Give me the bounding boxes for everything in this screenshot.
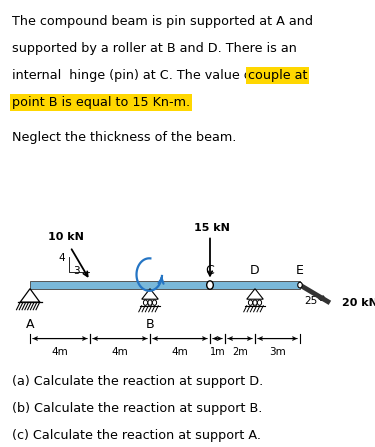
Text: B: B (146, 318, 154, 331)
Text: 15 kN: 15 kN (194, 223, 230, 233)
Circle shape (298, 282, 302, 288)
Text: 4m: 4m (172, 347, 188, 357)
Bar (30, 282, 300, 289)
Text: couple at: couple at (248, 69, 308, 82)
Text: (b) Calculate the reaction at support B.: (b) Calculate the reaction at support B. (12, 402, 262, 415)
Text: 4m: 4m (112, 347, 128, 357)
Circle shape (248, 300, 253, 305)
Text: supported by a roller at B and D. There is an: supported by a roller at B and D. There … (12, 42, 297, 55)
Polygon shape (247, 289, 263, 299)
Text: (c) Calculate the reaction at support A.: (c) Calculate the reaction at support A. (12, 429, 261, 442)
Text: 4: 4 (58, 253, 65, 263)
Polygon shape (20, 289, 40, 302)
Text: 25°: 25° (304, 295, 323, 306)
Text: E: E (296, 264, 304, 277)
Text: 10 kN: 10 kN (48, 232, 84, 242)
Text: 20 kN: 20 kN (342, 298, 375, 308)
Circle shape (257, 300, 262, 305)
Circle shape (148, 300, 152, 305)
Polygon shape (142, 289, 158, 299)
Text: C: C (206, 264, 214, 277)
Text: 3: 3 (74, 266, 80, 276)
Text: D: D (250, 264, 260, 277)
Text: A: A (26, 318, 34, 331)
Text: 1m: 1m (210, 347, 225, 357)
Text: point B is equal to 15 Kn-m.: point B is equal to 15 Kn-m. (12, 96, 190, 109)
Text: Neglect the thickness of the beam.: Neglect the thickness of the beam. (12, 131, 236, 144)
Circle shape (207, 281, 213, 289)
Text: 4m: 4m (52, 347, 68, 357)
Circle shape (152, 300, 157, 305)
Circle shape (143, 300, 148, 305)
Text: 3m: 3m (269, 347, 286, 357)
Text: 2m: 2m (232, 347, 248, 357)
Circle shape (253, 300, 257, 305)
Text: The compound beam is pin supported at A and: The compound beam is pin supported at A … (12, 15, 313, 28)
Text: (a) Calculate the reaction at support D.: (a) Calculate the reaction at support D. (12, 375, 263, 388)
Text: internal  hinge (pin) at C. The value of: internal hinge (pin) at C. The value of (12, 69, 260, 82)
